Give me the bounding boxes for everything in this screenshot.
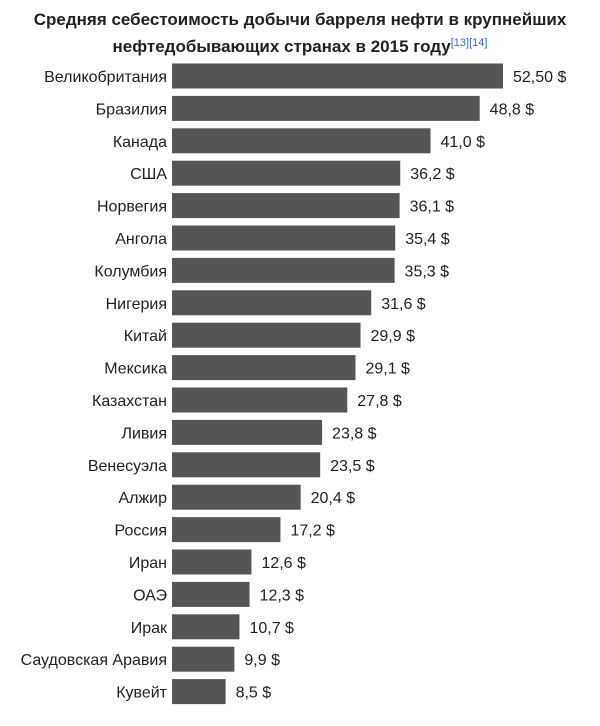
value-label: 48,8 $ [490,101,535,118]
bar [172,290,372,316]
category-label: Кувейт [116,685,167,702]
value-label: 36,2 $ [410,166,455,183]
category-label: США [130,166,167,183]
category-label: Ирак [131,620,168,637]
value-label: 12,6 $ [261,555,306,572]
category-label: Саудовская Аравия [21,652,167,669]
category-label: Бразилия [96,101,167,118]
category-label: ОАЭ [133,587,167,604]
bar [172,517,281,543]
bar [172,484,301,510]
title-line-2: нефтедобывающих странах в 2015 году [112,37,451,56]
category-label: Казахстан [92,393,167,410]
bar [172,193,400,219]
value-label: 35,4 $ [405,231,450,248]
category-label: Иран [129,555,167,572]
value-label: 29,1 $ [365,361,410,378]
value-label: 23,5 $ [330,458,375,475]
value-label: 9,9 $ [244,652,280,669]
bar [172,646,235,672]
bar [172,225,396,251]
category-label: Канада [113,134,167,151]
bar [172,63,503,89]
bar [172,452,321,478]
category-label: Россия [115,523,167,540]
value-label: 8,5 $ [236,685,272,702]
value-label: 31,6 $ [381,296,426,313]
bar [172,679,226,705]
category-label: Великобритания [44,69,167,86]
bar [172,581,250,607]
bar [172,257,395,283]
value-label: 29,9 $ [371,328,416,345]
bar [172,95,480,121]
bar [172,614,240,640]
category-label: Алжир [118,490,167,507]
title-line-1: Средняя себестоимость добычи барреля неф… [33,10,567,29]
value-label: 41,0 $ [440,134,485,151]
bar [172,322,361,348]
value-label: 27,8 $ [357,393,402,410]
value-label: 52,50 $ [513,69,566,86]
bar [172,355,356,381]
bar [172,419,323,445]
bar [172,549,252,575]
value-label: 10,7 $ [249,620,294,637]
category-label: Китай [124,328,167,345]
bar [172,128,431,154]
chart-title: Средняя себестоимость добычи барреля неф… [0,6,600,60]
value-label: 23,8 $ [332,425,377,442]
value-label: 20,4 $ [311,490,356,507]
category-label: Ангола [115,231,167,248]
ref-link-13[interactable]: [13] [450,37,470,49]
category-label: Ливия [121,425,167,442]
category-label: Нигерия [106,296,167,313]
category-label: Мексика [104,361,167,378]
category-label: Венесуэла [88,458,167,475]
category-label: Норвегия [97,199,167,216]
value-label: 36,1 $ [410,199,455,216]
ref-link-14[interactable]: [14] [469,37,488,49]
bar [172,387,348,413]
value-label: 35,3 $ [405,263,450,280]
value-label: 17,2 $ [290,523,335,540]
value-label: 12,3 $ [260,587,305,604]
category-label: Колумбия [94,263,167,280]
bar [172,160,401,186]
